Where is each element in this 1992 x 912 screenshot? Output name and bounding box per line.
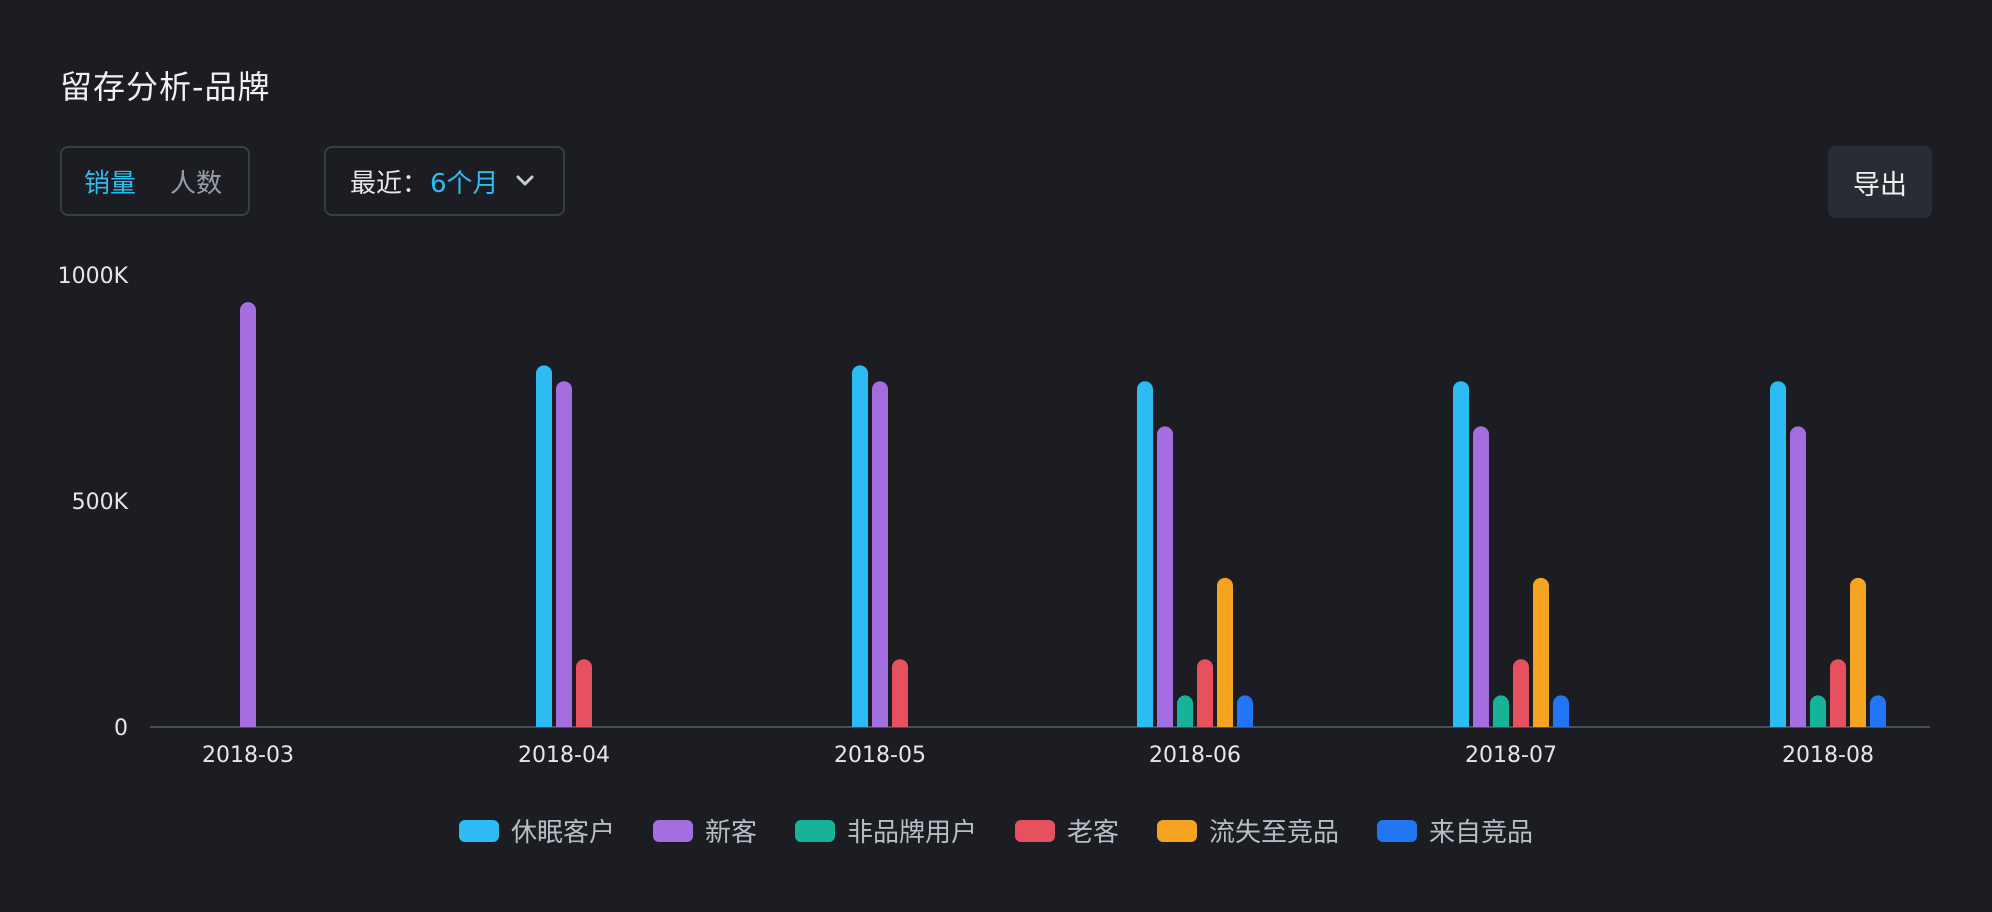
bar[interactable]: [1217, 577, 1233, 727]
x-tick-label: 2018-07: [1465, 743, 1557, 768]
legend-swatch: [1157, 819, 1198, 842]
bar[interactable]: [1830, 659, 1846, 727]
bar[interactable]: [556, 381, 572, 727]
x-tick-label: 2018-04: [518, 743, 610, 768]
bar[interactable]: [1553, 695, 1569, 727]
legend-swatch: [1377, 819, 1418, 842]
y-tick-label: 0: [114, 716, 128, 741]
bar[interactable]: [1157, 426, 1173, 727]
range-value: 6个月: [430, 168, 499, 199]
legend-item[interactable]: 新客: [652, 812, 757, 849]
legend-swatch: [1015, 819, 1055, 842]
legend-label: 非品牌用户: [846, 818, 977, 848]
bar[interactable]: [872, 381, 888, 727]
legend-swatch: [458, 819, 499, 842]
bar[interactable]: [1850, 577, 1866, 727]
legend: 休眠客户 新客 非品牌用户 老客 流失至竞品 来自竞品: [0, 812, 1992, 849]
bar[interactable]: [1513, 659, 1529, 727]
legend-item[interactable]: 休眠客户: [458, 812, 615, 849]
legend-label: 休眠客户: [510, 818, 615, 848]
page-title: 留存分析-品牌: [60, 68, 271, 106]
legend-swatch: [794, 819, 835, 842]
bar[interactable]: [1473, 426, 1489, 727]
bar[interactable]: [1790, 426, 1806, 727]
x-tick-label: 2018-06: [1149, 743, 1241, 768]
bar[interactable]: [536, 365, 552, 727]
bar[interactable]: [1533, 577, 1549, 727]
y-tick-label: 500K: [72, 490, 129, 515]
bar[interactable]: [1177, 695, 1193, 727]
bar[interactable]: [1810, 695, 1826, 727]
legend-item[interactable]: 老客: [1015, 812, 1119, 849]
toggle-people[interactable]: 人数: [170, 168, 223, 199]
bar[interactable]: [1237, 695, 1253, 727]
y-tick-label: 1000K: [58, 264, 129, 289]
range-select[interactable]: 最近： 6个月: [324, 146, 565, 216]
bar[interactable]: [1493, 695, 1509, 727]
bar[interactable]: [576, 659, 592, 727]
x-tick-label: 2018-05: [834, 743, 926, 768]
range-label: 最近：: [350, 168, 429, 199]
bar[interactable]: [1770, 381, 1786, 727]
legend-label: 流失至竞品: [1209, 818, 1340, 848]
bar[interactable]: [240, 302, 256, 727]
bars: [240, 302, 1886, 727]
legend-label: 新客: [704, 818, 757, 848]
x-axis: 2018-03 2018-04 2018-05 2018-06 2018-07 2018-…: [202, 743, 1874, 768]
bar[interactable]: [852, 365, 868, 727]
legend-item[interactable]: 流失至竞品: [1157, 812, 1339, 849]
legend-label: 来自竞品: [1429, 818, 1534, 848]
toggle-sales[interactable]: 销量: [84, 168, 137, 199]
bar[interactable]: [892, 659, 908, 727]
legend-item[interactable]: 来自竞品: [1377, 812, 1533, 849]
x-tick-label: 2018-03: [202, 743, 294, 768]
bar[interactable]: [1453, 381, 1469, 727]
legend-item[interactable]: 非品牌用户: [794, 812, 977, 849]
bar[interactable]: [1197, 659, 1213, 727]
x-tick-label: 2018-08: [1782, 743, 1874, 768]
legend-swatch: [652, 819, 693, 842]
chevron-down-icon: [515, 170, 537, 192]
metric-toggle[interactable]: 销量 人数: [60, 146, 250, 216]
bar[interactable]: [1137, 381, 1153, 727]
y-axis: 0 500K 1000K: [58, 264, 129, 741]
legend-label: 老客: [1067, 818, 1120, 848]
export-button[interactable]: 导出: [1828, 146, 1932, 218]
bar[interactable]: [1870, 695, 1886, 727]
